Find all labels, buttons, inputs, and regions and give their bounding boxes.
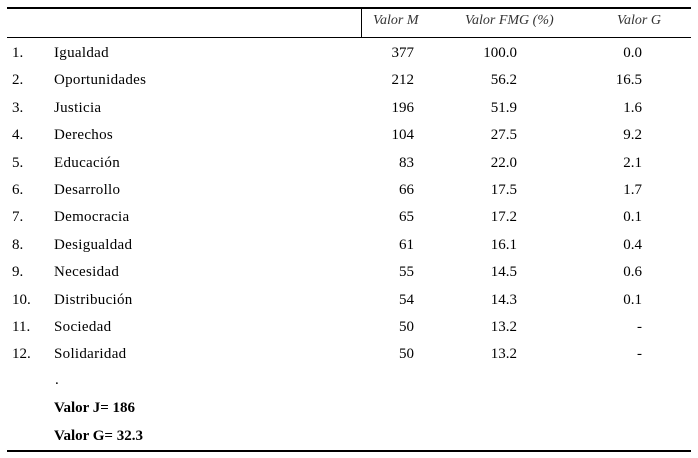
row-term: Derechos [54,127,114,144]
row-valor-fmg: 22.0 [490,154,517,171]
table-row: 6. Desarrollo 66 17.5 1.7 [0,182,698,208]
row-valor-m: 196 [391,99,415,116]
row-valor-fmg: 56.2 [490,72,517,89]
table-header-rule [7,37,691,38]
row-valor-fmg: 51.9 [490,99,517,116]
footer-valor-j: Valor J= 186 [54,400,136,416]
table-row: 4. Derechos 104 27.5 9.2 [0,127,698,153]
row-number: 8. [12,236,24,253]
row-valor-g: 1.6 [623,99,642,116]
row-valor-m: 54 [399,291,414,308]
row-valor-fmg: 17.5 [490,182,517,198]
row-valor-m: 212 [391,72,415,89]
row-valor-fmg: 14.5 [490,264,517,281]
row-valor-fmg: 16.1 [490,236,517,253]
header-valor-g: Valor G [617,13,661,28]
header-valor-fmg: Valor FMG (%) [465,13,554,28]
row-valor-fmg: 13.2 [490,346,517,363]
row-term: Desigualdad [54,236,133,253]
table-row: 5. Educación 83 22.0 2.1 [0,155,698,181]
row-valor-g: 16.5 [615,72,642,89]
table-row: 10. Distribución 54 14.3 0.1 [0,292,698,318]
row-number: 10. [12,291,31,308]
row-term: Solidaridad [54,346,127,363]
row-valor-g: - [637,319,642,335]
row-number: 1. [12,45,24,61]
table-row: 12. Solidaridad 50 13.2 - [0,346,698,372]
row-valor-g: 9.2 [623,127,642,144]
table-row: 3. Justicia 196 51.9 1.6 [0,100,698,126]
row-term: Justicia [54,99,102,116]
row-number: 4. [12,127,24,144]
row-valor-g: 0.1 [623,291,642,308]
table-top-rule [7,7,691,9]
row-term: Distribución [54,291,133,308]
row-valor-g: 0.1 [623,209,642,226]
row-term: Igualdad [54,45,109,61]
table-row: 1. Igualdad 377 100.0 0.0 [0,45,698,71]
row-number: 6. [12,182,24,198]
row-valor-m: 66 [399,182,414,198]
spacer-dot: . [55,372,59,388]
row-term: Educación [54,154,121,171]
row-number: 3. [12,99,24,116]
row-valor-m: 50 [399,346,414,363]
table-bottom-rule [7,450,691,452]
row-number: 9. [12,264,24,281]
row-valor-g: 1.7 [623,182,642,198]
row-term: Necesidad [54,264,120,281]
footer-valor-g: Valor G= 32.3 [54,428,143,444]
row-valor-g: 0.0 [623,45,642,61]
row-term: Sociedad [54,319,112,335]
row-term: Democracia [54,209,130,226]
row-valor-fmg: 17.2 [490,209,517,226]
row-valor-m: 104 [391,127,415,144]
row-valor-g: 2.1 [623,154,642,171]
row-valor-m: 55 [399,264,414,281]
table-row: 7. Democracia 65 17.2 0.1 [0,209,698,235]
table-row: 11. Sociedad 50 13.2 - [0,319,698,345]
row-number: 11. [12,319,31,335]
row-term: Oportunidades [54,72,147,89]
row-number: 5. [12,154,24,171]
row-valor-m: 65 [399,209,414,226]
row-number: 12. [12,346,31,363]
table-row: 2. Oportunidades 212 56.2 16.5 [0,72,698,98]
header-column-divider [361,8,362,37]
row-valor-fmg: 100.0 [483,45,517,61]
row-term: Desarrollo [54,182,121,198]
row-valor-fmg: 13.2 [490,319,517,335]
row-valor-fmg: 14.3 [490,291,517,308]
row-valor-m: 83 [399,154,414,171]
row-valor-m: 50 [399,319,414,335]
row-valor-m: 61 [399,236,414,253]
header-valor-m: Valor M [373,13,419,28]
table-row: 9. Necesidad 55 14.5 0.6 [0,264,698,290]
row-number: 7. [12,209,24,226]
table-row: 8. Desigualdad 61 16.1 0.4 [0,237,698,263]
row-valor-g: - [637,346,642,363]
row-valor-m: 377 [391,45,415,61]
row-number: 2. [12,72,24,89]
row-valor-g: 0.6 [623,264,642,281]
row-valor-fmg: 27.5 [490,127,517,144]
row-valor-g: 0.4 [623,236,642,253]
